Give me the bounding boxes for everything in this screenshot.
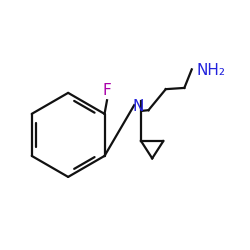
- Text: F: F: [103, 83, 112, 98]
- Text: N: N: [133, 99, 144, 114]
- Text: NH₂: NH₂: [197, 63, 226, 78]
